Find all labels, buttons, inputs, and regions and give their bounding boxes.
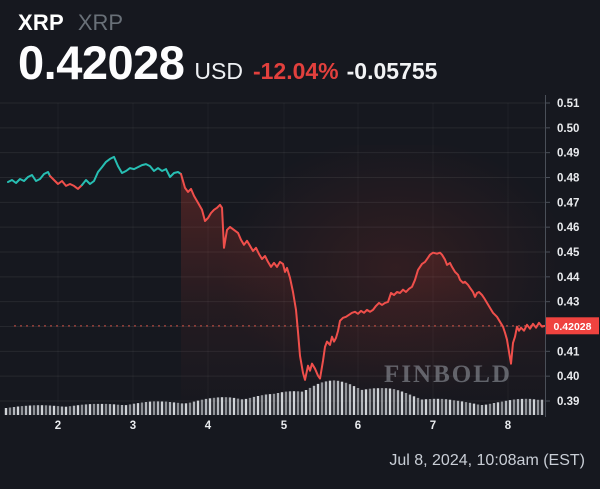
symbol-secondary: XRP xyxy=(77,10,124,35)
svg-text:0.44: 0.44 xyxy=(557,272,580,284)
svg-text:FINBOLD: FINBOLD xyxy=(384,361,512,388)
svg-text:6: 6 xyxy=(355,420,361,432)
svg-text:3: 3 xyxy=(130,420,136,432)
y-axis: 0.51 0.50 0.49 0.48 0.47 0.46 0.45 0.44 0.43 0.41… xyxy=(545,95,580,417)
current-price-badge: 0.42028 xyxy=(546,317,599,335)
svg-text:4: 4 xyxy=(205,420,212,432)
svg-text:8: 8 xyxy=(505,420,512,432)
svg-text:0.41: 0.41 xyxy=(557,346,580,358)
header: XRP XRP 0.42028 USD -12.04% -0.05755 xyxy=(18,10,437,86)
price-row: 0.42028 USD -12.04% -0.05755 xyxy=(18,39,437,86)
decline-area-fill xyxy=(181,174,545,415)
chart-timestamp: Jul 8, 2024, 10:08am (EST) xyxy=(389,452,585,469)
svg-text:0.45: 0.45 xyxy=(557,247,580,259)
chart-canvas[interactable]: FINBOLD0.510.500.490.480.470.460.450.440… xyxy=(0,95,600,440)
svg-text:0.49: 0.49 xyxy=(557,148,579,160)
svg-text:2: 2 xyxy=(55,420,61,432)
svg-text:0.51: 0.51 xyxy=(557,98,580,110)
finbold-watermark: FINBOLD xyxy=(384,361,512,388)
change-absolute: -0.05755 xyxy=(346,58,438,84)
svg-text:5: 5 xyxy=(281,420,288,432)
x-axis-labels: 2 3 4 5 6 7 8 xyxy=(55,420,512,432)
price-line xyxy=(7,155,546,381)
svg-text:0.43: 0.43 xyxy=(557,297,579,309)
price-value: 0.42028 xyxy=(18,36,185,89)
svg-text:0.48: 0.48 xyxy=(557,173,580,185)
svg-text:0.47: 0.47 xyxy=(557,197,579,209)
symbol-primary: XRP xyxy=(18,10,64,35)
symbol-row: XRP XRP xyxy=(18,10,437,36)
price-currency: USD xyxy=(194,58,243,84)
price-chart[interactable]: FINBOLD 0.51 0.50 0.49 0.48 0.47 0.46 0.45 0.44 0… xyxy=(0,95,600,440)
svg-text:7: 7 xyxy=(430,420,436,432)
svg-text:0.40: 0.40 xyxy=(557,371,579,383)
svg-text:0.39: 0.39 xyxy=(557,396,579,408)
svg-text:0.42028: 0.42028 xyxy=(554,321,592,333)
change-percent: -12.04% xyxy=(252,58,339,84)
svg-text:0.50: 0.50 xyxy=(557,123,579,135)
svg-text:0.46: 0.46 xyxy=(557,222,579,234)
volume-bars xyxy=(4,380,544,415)
